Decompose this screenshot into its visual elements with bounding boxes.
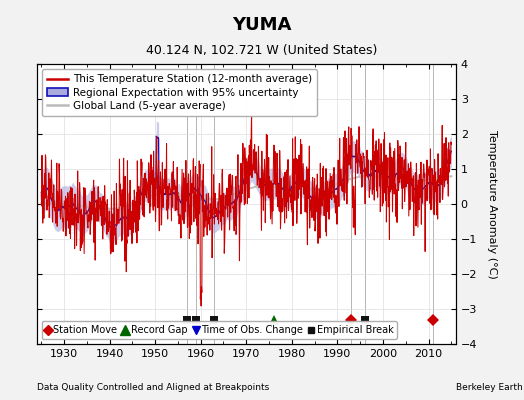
- Text: Berkeley Earth: Berkeley Earth: [456, 383, 522, 392]
- Text: YUMA: YUMA: [232, 16, 292, 34]
- Text: 40.124 N, 102.721 W (United States): 40.124 N, 102.721 W (United States): [146, 44, 378, 57]
- Legend: Station Move, Record Gap, Time of Obs. Change, Empirical Break: Station Move, Record Gap, Time of Obs. C…: [41, 321, 397, 339]
- Y-axis label: Temperature Anomaly (°C): Temperature Anomaly (°C): [487, 130, 497, 278]
- Text: Data Quality Controlled and Aligned at Breakpoints: Data Quality Controlled and Aligned at B…: [37, 383, 269, 392]
